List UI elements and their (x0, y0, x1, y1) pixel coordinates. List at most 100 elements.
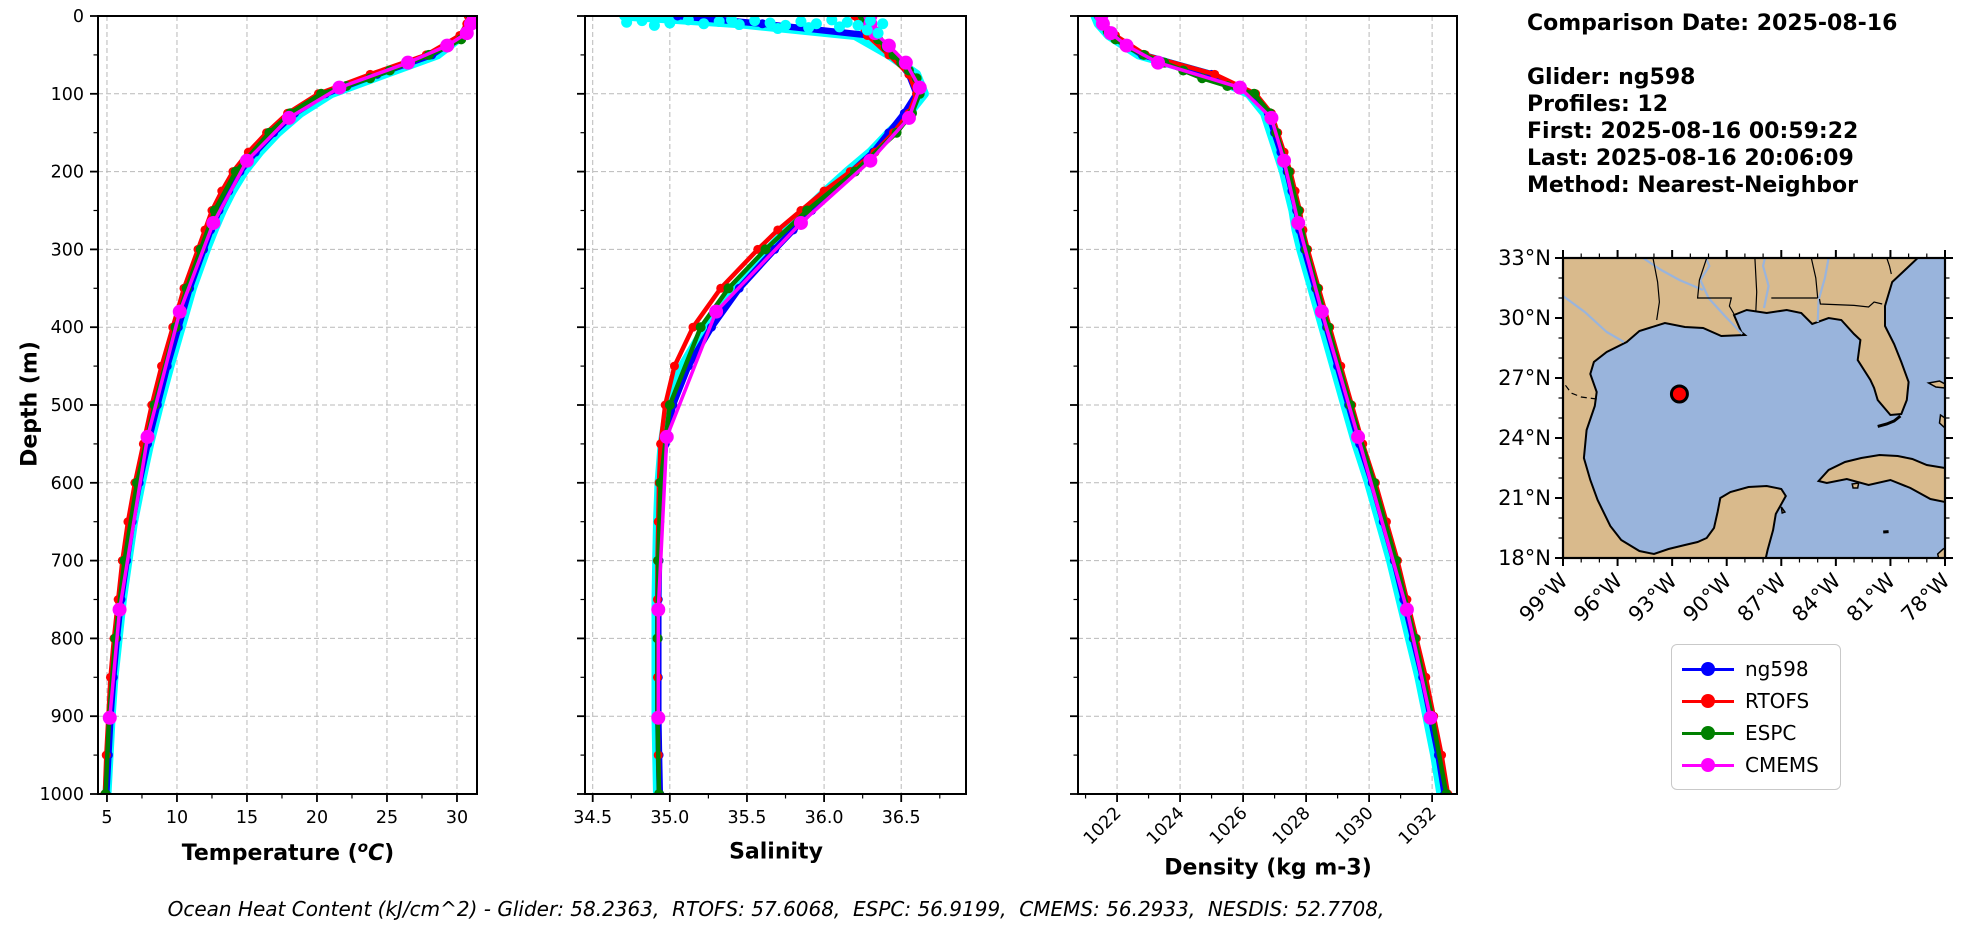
glider-raw-scatter-point (682, 16, 694, 26)
map-international-border (1563, 381, 1597, 400)
map-lat-tick-label: 18°N (1498, 546, 1551, 570)
CMEMS-marker (172, 304, 187, 319)
CMEMS-marker (651, 602, 666, 617)
glider-raw-scatter-point (664, 17, 676, 29)
x-tick-label: 35.5 (727, 808, 766, 828)
glider-raw-scatter-point (764, 17, 776, 29)
glider-raw-scatter-point (834, 21, 846, 33)
x-tick-label: 1032 (1395, 803, 1441, 849)
legend-marker-dot (1701, 662, 1715, 676)
map-river (1761, 258, 1770, 309)
CMEMS-marker (1151, 55, 1166, 70)
glider-raw-scatter-point (648, 19, 660, 31)
salinity-axis-label: Salinity (729, 839, 823, 865)
temperature-axis-label-close: ) (384, 841, 395, 867)
glider-raw-scatter-point (826, 16, 838, 26)
CMEMS-marker (1351, 429, 1366, 444)
CMEMS-line (656, 16, 922, 720)
temperature-axis-label-sup: o (357, 837, 369, 856)
map-state-border (1810, 258, 1819, 299)
depth-tick-label: 0 (73, 7, 84, 27)
RTOFS-marker (773, 225, 783, 235)
map-frame (1561, 256, 1947, 560)
CMEMS-marker (898, 55, 913, 70)
map-plot: 33°N 30°N 27°N 24°N 21°N 18°N99°W96°W93°W90°W… (1498, 246, 1955, 627)
RTOFS-marker (716, 283, 726, 293)
ESPC-marker (654, 789, 665, 794)
ESPC-marker (760, 244, 771, 255)
CMEMS-marker (651, 710, 666, 725)
x-tick-label: 5 (101, 808, 112, 828)
map-land-isla-juventud (1851, 482, 1860, 489)
CMEMS-marker (1423, 710, 1438, 725)
glider-raw-scatter-point (861, 24, 873, 36)
glider-location-marker (1669, 384, 1689, 404)
CMEMS-marker (881, 38, 896, 53)
map-river (1699, 258, 1743, 335)
depth-tick-label: 900 (51, 707, 84, 727)
glider-raw-scatter-point (877, 18, 889, 30)
comparison-date: Comparison Date: 2025-08-16 (1527, 11, 1898, 36)
map-land-bahamas (1926, 380, 1945, 389)
map-lon-tick-label: 99°W (1515, 568, 1573, 626)
map-river (1816, 258, 1830, 323)
glider-raw-scatter-point (713, 16, 725, 27)
CMEMS-marker (281, 110, 296, 125)
glider-raw-scatter-point (795, 16, 807, 27)
glider-raw-scatter-point (621, 16, 633, 28)
temperature-axis-label-text: Temperature ( (181, 841, 358, 867)
x-tick-label: 20 (306, 808, 328, 828)
legend-label: RTOFS (1745, 689, 1810, 713)
legend-label: ESPC (1745, 721, 1797, 745)
CMEMS-marker (912, 80, 927, 95)
x-tick-label: 35.0 (650, 808, 689, 828)
glider-raw-scatter-point (698, 18, 710, 30)
CMEMS-marker (1095, 16, 1110, 31)
map-river (1563, 295, 1625, 343)
RTOFS-marker (1210, 69, 1220, 79)
CMEMS-marker (1314, 304, 1329, 319)
glider-raw-scatter-point (852, 19, 864, 31)
info-method: Method: Nearest-Neighbor (1527, 173, 1858, 198)
CMEMS-marker (400, 55, 415, 70)
depth-axis-label: Depth (m) (17, 341, 43, 467)
map-state-border (1754, 258, 1758, 313)
info-profiles: Profiles: 12 (1527, 92, 1669, 117)
map-lat-tick-label: 33°N (1498, 246, 1551, 270)
x-tick-label: 30 (446, 808, 468, 828)
map-lat-tick-label: 30°N (1498, 306, 1551, 330)
depth-tick-label: 800 (51, 629, 84, 649)
CMEMS-marker (1277, 153, 1292, 168)
map-land-andros (1938, 413, 1945, 430)
map-river (1642, 258, 1704, 292)
comparison-info-block: Comparison Date: 2025-08-16 Glider: ng59… (1527, 10, 1897, 199)
CMEMS-marker (1264, 110, 1279, 125)
map-state-border (1886, 258, 1892, 275)
x-tick-label: 25 (376, 808, 398, 828)
density-axis-label: Density (kg m-3) (1164, 855, 1372, 881)
ESPC-marker (1249, 88, 1260, 99)
x-tick-label: 36.5 (882, 808, 921, 828)
map-lon-tick-label: 81°W (1842, 568, 1900, 626)
depth-tick-label: 700 (51, 552, 84, 572)
map-land-cuba (1816, 453, 1945, 504)
CMEMS-marker (140, 429, 155, 444)
glider-raw-scatter-point (864, 16, 876, 27)
x-tick-label: 1026 (1206, 803, 1252, 849)
temperature-axis-label: Temperature (oC) (182, 838, 394, 866)
glider-raw-scatter-point (636, 16, 648, 27)
depth-tick-label: 500 (51, 396, 84, 416)
legend-label: ng598 (1745, 657, 1809, 681)
map-lon-tick-label: 96°W (1569, 568, 1627, 626)
ocean-heat-content-text: Ocean Heat Content (kJ/cm^2) - Glider: 5… (167, 897, 1385, 921)
CMEMS-marker (332, 80, 347, 95)
x-tick-label: 1030 (1332, 803, 1378, 849)
legend-item-CMEMS: CMEMS (1682, 749, 1828, 781)
CMEMS-marker (102, 710, 117, 725)
x-tick-label: 15 (236, 808, 258, 828)
CMEMS-marker (1291, 215, 1306, 230)
CMEMS-marker (1103, 26, 1118, 41)
legend: ng598 RTOFS ESPC CMEMS (1671, 644, 1841, 790)
glider-raw-scatter-point (726, 16, 738, 26)
depth-tick-label: 600 (51, 474, 84, 494)
